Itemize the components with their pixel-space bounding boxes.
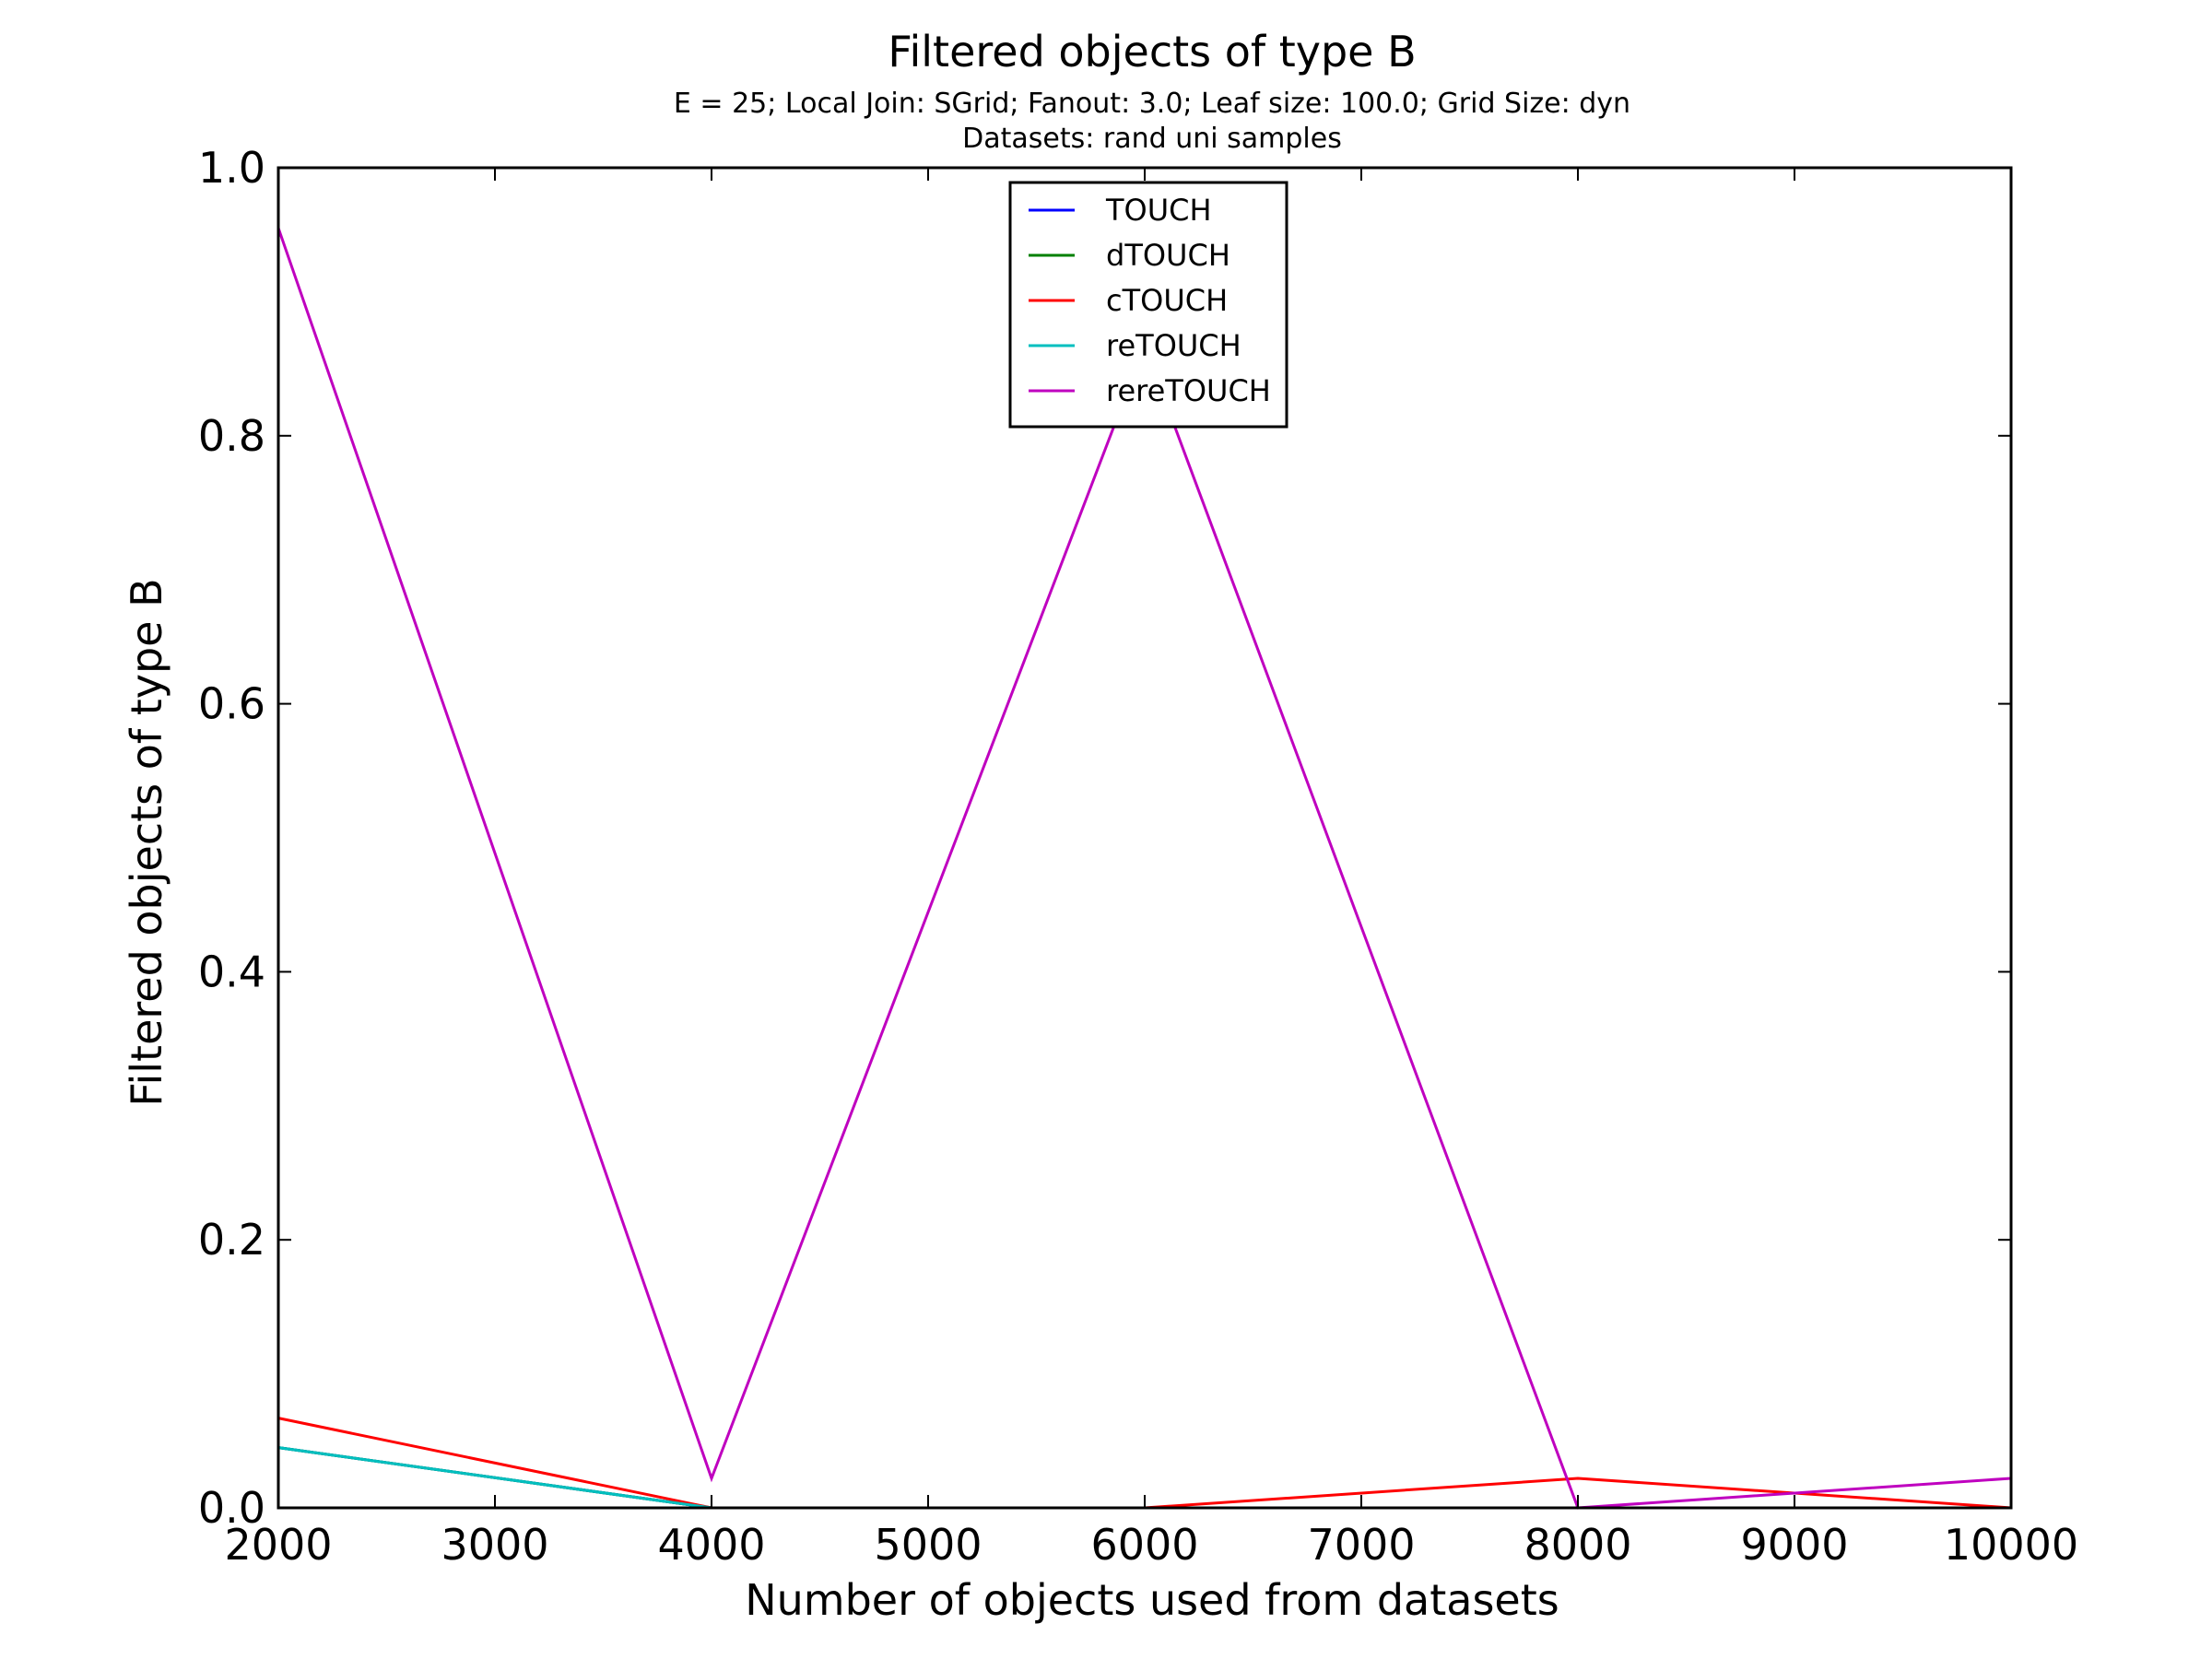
x-tick-label: 5000: [874, 1520, 982, 1570]
y-tick-label: 0.4: [198, 947, 265, 996]
tick-labels: 2000 3000 4000 5000 6000 7000 8000 9000 10000 0.0…: [198, 143, 2078, 1570]
x-tick-label: 9000: [1740, 1520, 1848, 1570]
x-tick-label: 10000: [1944, 1520, 2078, 1570]
legend: TOUCH dTOUCH cTOUCH reTOUCH rereTOUCH: [1008, 181, 1288, 429]
x-axis-label: Number of objects used from datasets: [745, 1575, 1559, 1625]
x-tick-label: 4000: [657, 1520, 765, 1570]
x-tick-label: 7000: [1307, 1520, 1415, 1570]
legend-label-ctouch: cTOUCH: [1106, 283, 1228, 318]
y-tick-label: 0.8: [198, 411, 265, 461]
y-tick-label: 0.6: [198, 679, 265, 729]
chart-title: Filtered objects of type B: [888, 27, 1416, 76]
x-tick-label: 2000: [224, 1520, 332, 1570]
plot-frame: [276, 166, 2013, 1510]
x-tick-label: 6000: [1090, 1520, 1198, 1570]
legend-label-touch: TOUCH: [1105, 193, 1212, 228]
legend-label-reretouch: rereTOUCH: [1106, 373, 1271, 408]
chart-subtitle-line-1: E = 25; Local Join: SGrid; Fanout: 3.0; …: [674, 88, 1630, 120]
x-tick-label: 3000: [441, 1520, 548, 1570]
series-line-ctouch: [277, 1417, 2012, 1510]
legend-label-retouch: reTOUCH: [1106, 328, 1241, 363]
y-tick-label: 0.2: [198, 1215, 265, 1265]
y-axis-label: Filtered objects of type B: [122, 578, 171, 1106]
chart-subtitle-line-2: Datasets: rand uni samples: [962, 123, 1342, 155]
legend-box: [1008, 181, 1288, 429]
legend-label-dtouch: dTOUCH: [1106, 238, 1230, 273]
y-tick-label: 1.0: [198, 143, 265, 193]
x-tick-label: 8000: [1524, 1520, 1631, 1570]
y-tick-label: 0.0: [198, 1483, 265, 1533]
